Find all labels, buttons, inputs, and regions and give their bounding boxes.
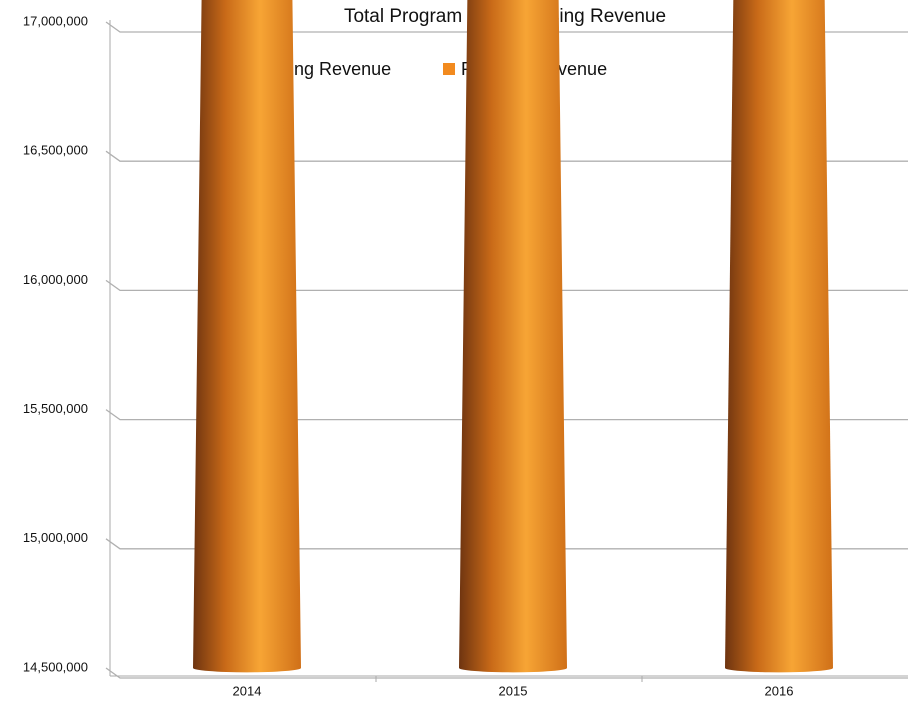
x-tick-label: 2016 — [765, 683, 794, 698]
legend-swatch — [443, 63, 455, 75]
x-tick-label: 2014 — [233, 683, 262, 698]
y-tick-label: 15,500,000 — [23, 401, 88, 416]
y-tick-label: 17,000,000 — [23, 13, 88, 28]
y-tick-label: 14,500,000 — [23, 659, 88, 674]
cone-segment — [725, 0, 833, 673]
x-tick-label: 2015 — [499, 683, 528, 698]
grid-line — [105, 279, 908, 292]
grid-line — [105, 409, 908, 421]
y-tick-label: 16,500,000 — [23, 143, 88, 158]
grid-line — [105, 21, 908, 33]
cone-segment — [193, 0, 301, 673]
grid-line — [105, 150, 908, 162]
y-tick-label: 15,000,000 — [23, 530, 88, 545]
y-tick-label: 16,000,000 — [23, 272, 88, 287]
grid-line — [105, 538, 908, 550]
cone-segment — [459, 0, 567, 673]
grid-line — [105, 667, 908, 679]
